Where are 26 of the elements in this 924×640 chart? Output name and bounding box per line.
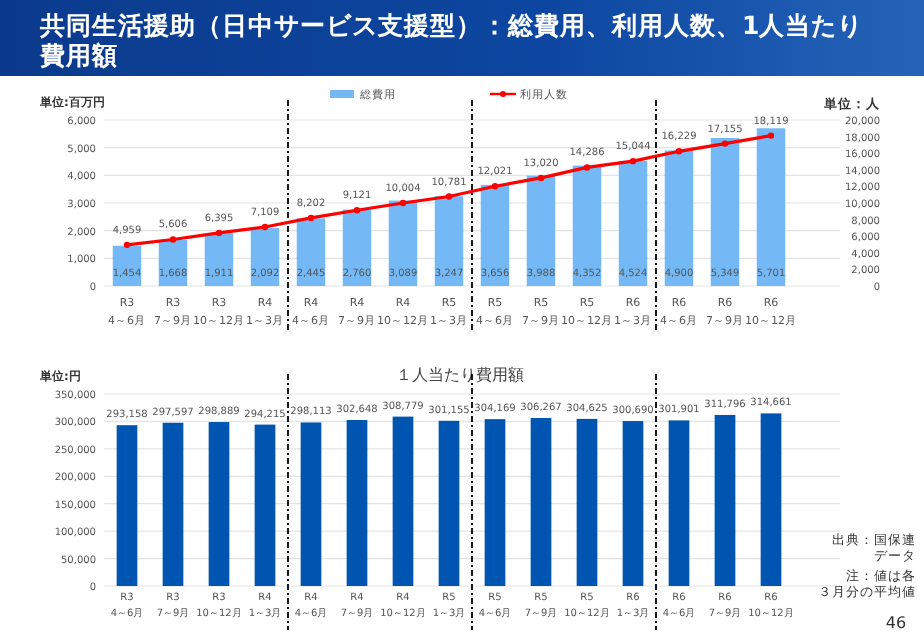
point <box>307 214 315 222</box>
bar <box>618 160 648 286</box>
bar <box>756 128 786 286</box>
bar <box>480 184 510 286</box>
point <box>445 193 453 200</box>
bar <box>710 138 740 286</box>
chart-title: １人当たり費用額 <box>396 366 524 384</box>
bar <box>434 196 464 286</box>
chart-title: 共同生活援助（日中サービス支援型）：総費用、利用人数、1人当たり費用額 <box>38 10 864 70</box>
point <box>629 157 637 165</box>
point <box>767 132 775 139</box>
point <box>169 236 177 243</box>
point <box>583 164 591 171</box>
point <box>261 223 269 231</box>
point <box>353 207 361 214</box>
point <box>215 229 223 237</box>
point <box>491 183 499 190</box>
point <box>123 241 131 249</box>
bar <box>526 175 556 286</box>
point <box>675 148 683 155</box>
point <box>721 140 729 147</box>
point <box>399 199 407 207</box>
bar <box>572 165 602 286</box>
point <box>537 174 545 182</box>
bar <box>664 150 694 286</box>
text: 46 <box>885 614 907 632</box>
